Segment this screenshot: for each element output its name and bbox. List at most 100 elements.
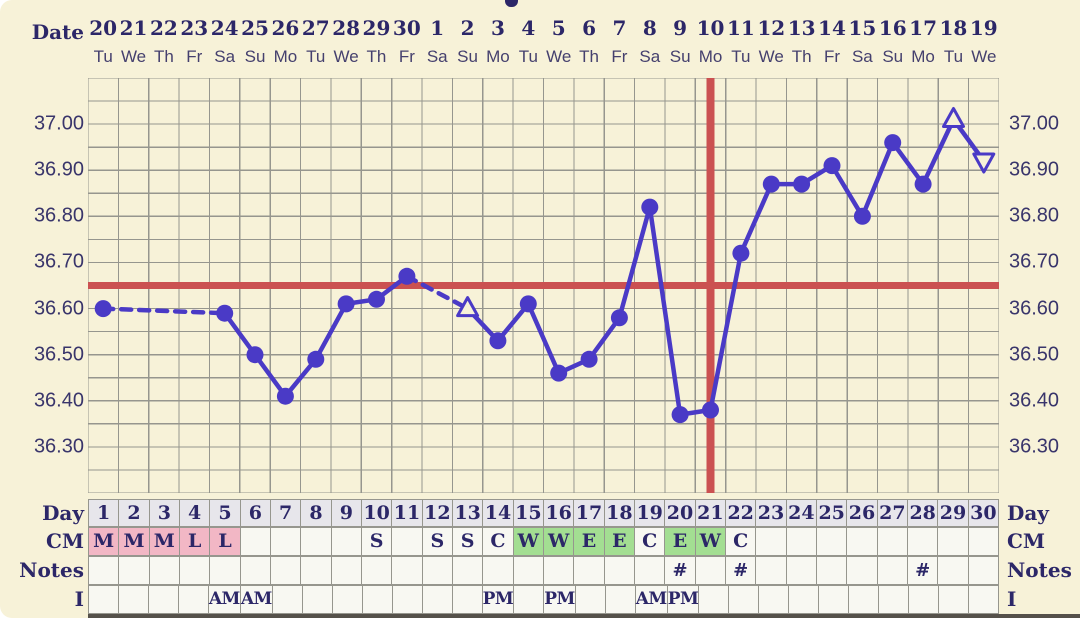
temp-point[interactable]	[216, 304, 234, 322]
cm-cell[interactable]: S	[362, 528, 393, 556]
notes-cell[interactable]	[210, 557, 241, 585]
day-cell[interactable]: 30	[968, 500, 999, 527]
cm-cell[interactable]: W	[513, 528, 544, 556]
day-cell[interactable]: 12	[422, 500, 453, 527]
notes-cell[interactable]	[119, 557, 150, 585]
intercourse-cell[interactable]	[909, 586, 940, 614]
cm-cell[interactable]: E	[665, 528, 696, 556]
cm-cell[interactable]	[877, 528, 908, 556]
temperature-chart[interactable]	[88, 78, 999, 493]
temp-point[interactable]	[702, 401, 719, 419]
intercourse-cell[interactable]	[422, 586, 453, 614]
notes-cell[interactable]	[89, 557, 120, 585]
cm-cell[interactable]: M	[89, 528, 120, 556]
notes-cell[interactable]	[362, 557, 393, 585]
cm-cell[interactable]: L	[180, 528, 211, 556]
cm-cell[interactable]: W	[544, 528, 575, 556]
intercourse-cell[interactable]	[392, 586, 423, 614]
notes-cell[interactable]	[392, 557, 423, 585]
intercourse-cell[interactable]: PM	[482, 586, 515, 614]
intercourse-cell[interactable]: AM	[208, 586, 241, 614]
day-cell[interactable]: 13	[453, 500, 484, 527]
temp-point[interactable]	[580, 350, 598, 368]
notes-cell[interactable]	[847, 557, 878, 585]
intercourse-cell[interactable]	[575, 586, 606, 614]
temp-point[interactable]	[823, 157, 841, 175]
notes-cell[interactable]: #	[908, 557, 939, 585]
notes-cell[interactable]	[574, 557, 605, 585]
day-cell[interactable]: 9	[331, 500, 362, 527]
temp-point[interactable]	[793, 175, 811, 193]
day-cell[interactable]: 11	[392, 500, 423, 527]
temp-point[interactable]	[884, 134, 902, 152]
intercourse-cell[interactable]	[849, 586, 880, 614]
intercourse-cell[interactable]	[969, 586, 999, 614]
cm-cell[interactable]	[331, 528, 362, 556]
intercourse-cell[interactable]	[699, 586, 730, 614]
day-cell[interactable]: 15	[513, 500, 544, 527]
cm-cell[interactable]: S	[422, 528, 453, 556]
day-cell[interactable]: 5	[210, 500, 241, 527]
notes-cell[interactable]	[513, 557, 544, 585]
cm-cell[interactable]: C	[635, 528, 666, 556]
day-cell[interactable]: 25	[817, 500, 848, 527]
temp-point-triangle-up[interactable]	[456, 296, 480, 318]
notes-cell[interactable]	[301, 557, 332, 585]
cm-cell[interactable]	[968, 528, 999, 556]
notes-cell[interactable]	[968, 557, 999, 585]
temp-point[interactable]	[307, 350, 325, 368]
day-cell[interactable]: 24	[786, 500, 817, 527]
temp-point[interactable]	[732, 244, 750, 262]
temp-point-triangle-up[interactable]	[942, 107, 965, 128]
day-cell[interactable]: 1	[89, 500, 120, 527]
intercourse-cell[interactable]	[879, 586, 910, 614]
intercourse-cell[interactable]	[89, 586, 119, 614]
intercourse-cell[interactable]: PM	[544, 586, 576, 614]
temp-point[interactable]	[762, 175, 780, 193]
temp-point[interactable]	[853, 207, 871, 225]
intercourse-cell[interactable]	[759, 586, 790, 614]
notes-cell[interactable]	[756, 557, 787, 585]
intercourse-cell[interactable]	[514, 586, 545, 614]
day-cell[interactable]: 18	[604, 500, 635, 527]
notes-cell[interactable]	[149, 557, 180, 585]
temp-point[interactable]	[550, 364, 568, 382]
notes-cell[interactable]	[635, 557, 666, 585]
notes-cell[interactable]: #	[665, 557, 696, 585]
intercourse-cell[interactable]	[939, 586, 970, 614]
day-cell[interactable]: 14	[483, 500, 514, 527]
cm-cell[interactable]: E	[604, 528, 635, 556]
cm-cell[interactable]	[817, 528, 848, 556]
notes-cell[interactable]	[271, 557, 302, 585]
notes-cell[interactable]	[453, 557, 484, 585]
temp-point[interactable]	[610, 309, 628, 327]
intercourse-cell[interactable]	[272, 586, 303, 614]
notes-cell[interactable]	[422, 557, 453, 585]
temp-point[interactable]	[519, 295, 537, 313]
notes-cell[interactable]	[817, 557, 848, 585]
intercourse-cell[interactable]	[302, 586, 333, 614]
intercourse-cell[interactable]	[148, 586, 179, 614]
cm-cell[interactable]: W	[695, 528, 726, 556]
day-cell[interactable]: 3	[149, 500, 180, 527]
day-cell[interactable]: 20	[665, 500, 696, 527]
notes-cell[interactable]	[331, 557, 362, 585]
intercourse-cell[interactable]	[332, 586, 363, 614]
day-cell[interactable]: 28	[908, 500, 939, 527]
cm-cell[interactable]: C	[726, 528, 757, 556]
day-cell[interactable]: 26	[847, 500, 878, 527]
cm-cell[interactable]: E	[574, 528, 605, 556]
notes-cell[interactable]	[544, 557, 575, 585]
cm-cell[interactable]	[271, 528, 302, 556]
notes-cell[interactable]	[604, 557, 635, 585]
intercourse-cell[interactable]	[118, 586, 149, 614]
day-cell[interactable]: 19	[635, 500, 666, 527]
day-cell[interactable]: 22	[726, 500, 757, 527]
intercourse-cell[interactable]	[362, 586, 393, 614]
cm-cell[interactable]: L	[210, 528, 241, 556]
day-cell[interactable]: 8	[301, 500, 332, 527]
notes-cell[interactable]	[938, 557, 969, 585]
temp-point-triangle-down[interactable]	[972, 152, 996, 174]
day-cell[interactable]: 4	[180, 500, 211, 527]
intercourse-cell[interactable]: AM	[635, 586, 668, 614]
